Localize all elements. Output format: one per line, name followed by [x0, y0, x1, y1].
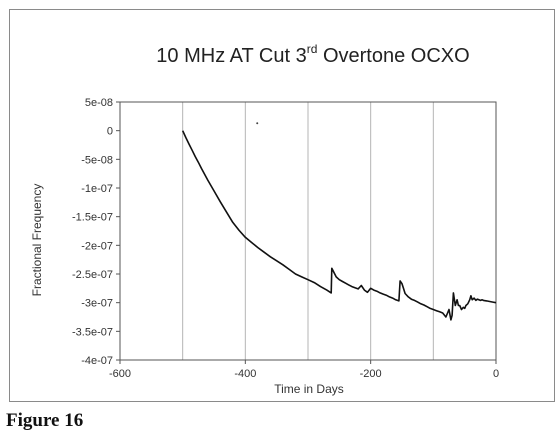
y-tick-label: -2e-07	[81, 240, 113, 252]
outlier-point	[256, 122, 259, 125]
y-tick-label: -4e-07	[81, 355, 113, 367]
y-tick-label: 0	[107, 126, 113, 138]
chart: 10 MHz AT Cut 3rd Overtone OCXO 5e-08 0 -5…	[30, 42, 499, 396]
x-axis-ticks: -600 -400 -200 0	[109, 360, 499, 380]
gridlines	[182, 102, 497, 360]
chart-title: 10 MHz AT Cut 3rd Overtone OCXO	[156, 42, 469, 67]
figure-caption: Figure 16	[6, 410, 84, 431]
y-tick-label: 5e-08	[85, 97, 113, 109]
y-tick-label: -3e-07	[81, 298, 113, 310]
chart-frame: 10 MHz AT Cut 3rd Overtone OCXO 5e-08 0 -5…	[9, 9, 555, 402]
y-tick-label: -2.5e-07	[72, 269, 113, 281]
x-tick-label: 0	[493, 368, 499, 380]
x-tick-label: -200	[360, 368, 382, 380]
series-line	[181, 130, 497, 321]
x-axis-title: Time in Days	[274, 382, 344, 396]
y-tick-label: -1.5e-07	[72, 212, 113, 224]
x-tick-label: -400	[234, 368, 256, 380]
y-tick-label: -1e-07	[81, 183, 113, 195]
y-tick-label: -5e-08	[81, 154, 113, 166]
y-tick-label: -3.5e-07	[72, 326, 113, 338]
y-axis-title: Fractional Frequency	[30, 184, 44, 297]
y-axis-ticks: 5e-08 0 -5e-08 -1e-07 -1.5e-07 -2e-07 -2.5e-07…	[72, 97, 120, 367]
x-tick-label: -600	[109, 368, 131, 380]
series-layer	[181, 122, 497, 321]
plot-area	[119, 101, 497, 361]
